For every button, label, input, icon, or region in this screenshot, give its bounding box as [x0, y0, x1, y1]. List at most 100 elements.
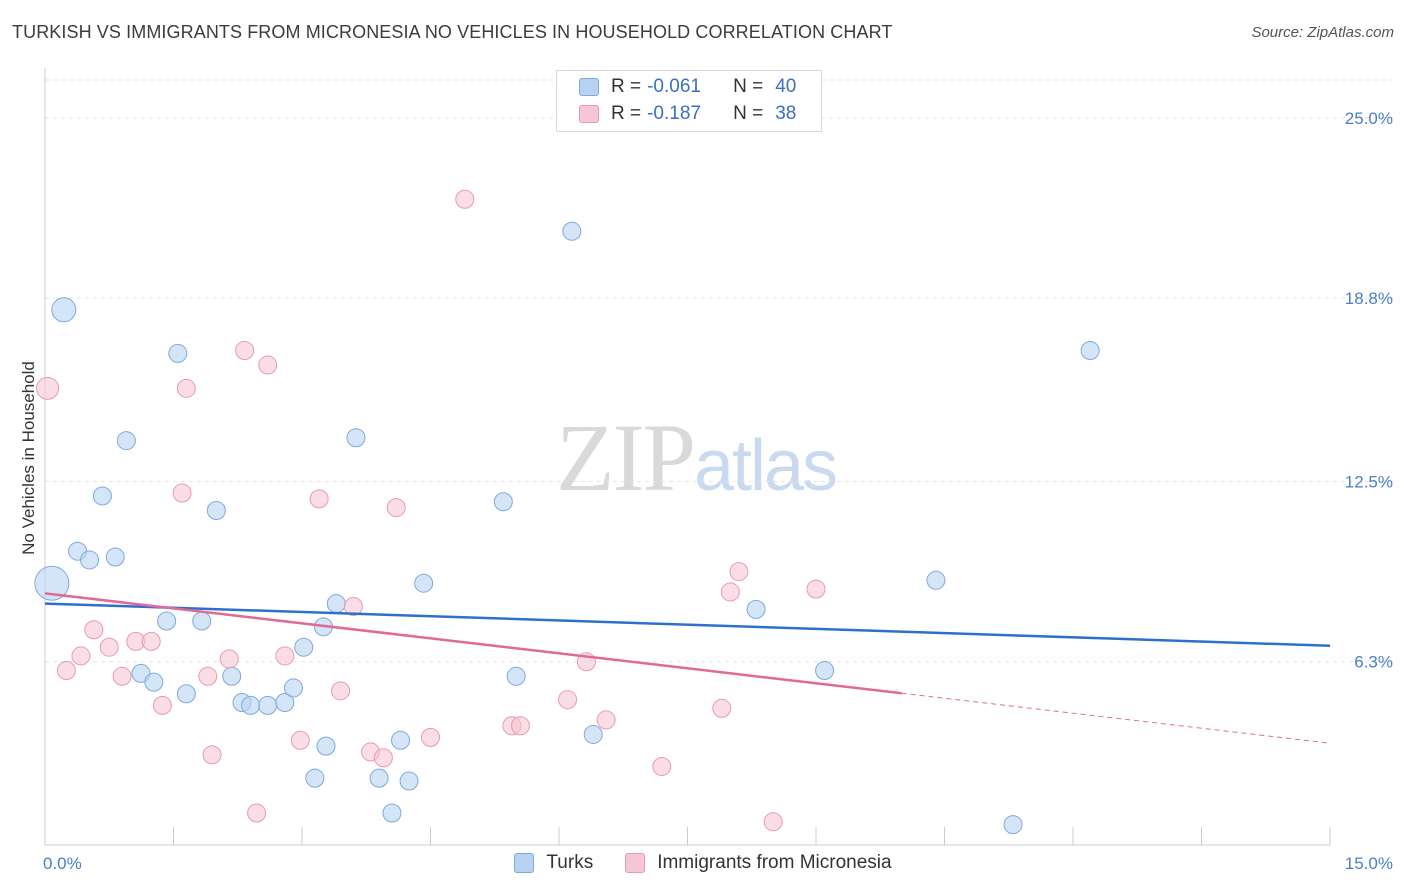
micronesia-point	[247, 803, 267, 823]
turks-point	[382, 803, 402, 823]
data-points	[34, 189, 1100, 835]
turks-point	[493, 492, 513, 512]
micronesia-point	[652, 756, 672, 776]
turks-trend-line	[44, 602, 1331, 648]
micronesia-point	[510, 716, 530, 736]
micronesia-point	[343, 596, 363, 616]
micronesia-point	[712, 698, 732, 718]
legend-n-label: N =	[733, 103, 764, 124]
legend-n-value-micronesia: 38	[775, 103, 797, 124]
turks-point	[241, 695, 261, 715]
source-label: Source: ZipAtlas.com	[1251, 24, 1394, 41]
turks-point	[562, 221, 582, 241]
legend-swatch-turks	[579, 78, 599, 96]
y-tick-label: 6.3%	[1354, 653, 1393, 672]
series-swatch-micronesia	[625, 853, 646, 873]
legend-n-label: N =	[733, 76, 764, 97]
micronesia-point	[112, 666, 132, 686]
x-tick-label: 15.0%	[1345, 854, 1393, 873]
grid-lines	[45, 79, 1394, 663]
micronesia-point	[36, 376, 60, 400]
turks-point	[316, 736, 336, 756]
turks-point	[116, 431, 136, 451]
turks-point	[157, 611, 177, 631]
micronesia-point	[258, 355, 278, 375]
tick-labels: 6.3% 12.5% 18.8% 25.0% 0.0% 15.0%	[43, 109, 1393, 873]
turks-point	[294, 637, 314, 657]
series-label-micronesia: Immigrants from Micronesia	[657, 852, 892, 873]
micronesia-point	[763, 812, 783, 832]
turks-point	[80, 550, 100, 570]
series-legend: Turks Immigrants from Micronesia	[0, 852, 1406, 874]
turks-point	[176, 684, 196, 704]
turks-point	[391, 730, 411, 750]
axes	[44, 68, 1331, 846]
micronesia-point	[141, 631, 161, 651]
turks-point	[222, 666, 242, 686]
micronesia-point	[202, 745, 222, 765]
x-tick-label: 0.0%	[43, 854, 82, 873]
series-legend-micronesia: Immigrants from Micronesia	[625, 852, 892, 874]
micronesia-point	[558, 690, 578, 710]
micronesia-point	[331, 681, 351, 701]
micronesia-point	[152, 695, 172, 715]
turks-point	[1080, 341, 1100, 361]
micronesia-point	[219, 649, 239, 669]
turks-point	[105, 547, 125, 567]
micronesia-point	[275, 646, 295, 666]
turks-point	[746, 599, 766, 619]
micronesia-point	[421, 727, 440, 747]
micronesia-trend-line	[44, 592, 902, 695]
turks-point	[506, 666, 526, 686]
micronesia-point	[309, 489, 329, 509]
turks-point	[414, 573, 434, 593]
legend-row-micronesia: R = -0.187 N = 38	[579, 102, 796, 126]
legend-r-value-turks: -0.061	[647, 76, 701, 97]
micronesia-point	[373, 748, 393, 768]
legend-row-turks: R = -0.061 N = 40	[579, 75, 796, 99]
legend-r-label: R =	[611, 103, 642, 124]
micronesia-point	[84, 620, 104, 640]
series-label-turks: Turks	[546, 852, 594, 873]
y-axis-label: No Vehicles in Household	[19, 361, 38, 555]
correlation-legend: R = -0.061 N = 40 R = -0.187 N = 38	[556, 70, 822, 132]
turks-point	[34, 565, 70, 601]
watermark-zip: ZIP	[556, 404, 696, 511]
micronesia-point	[455, 189, 475, 209]
micronesia-point	[290, 730, 310, 750]
micronesia-point	[71, 646, 91, 666]
turks-point	[144, 672, 164, 692]
y-tick-label: 25.0%	[1345, 109, 1393, 128]
y-tick-label: 18.8%	[1345, 289, 1393, 308]
legend-r-label: R =	[611, 76, 642, 97]
turks-point	[326, 594, 346, 614]
turks-point	[92, 486, 112, 506]
turks-point	[346, 428, 366, 448]
watermark: ZIPatlas	[556, 402, 838, 513]
turks-point	[168, 343, 188, 363]
turks-point	[275, 692, 295, 712]
micronesia-point	[806, 579, 826, 599]
turks-point	[1003, 815, 1023, 835]
turks-point	[305, 768, 325, 788]
micronesia-trend-extension	[901, 692, 1331, 744]
micronesia-point	[99, 637, 119, 657]
micronesia-point	[56, 660, 76, 680]
watermark-atlas: atlas	[694, 426, 838, 506]
micronesia-point	[596, 710, 616, 730]
turks-point	[399, 771, 419, 791]
micronesia-point	[176, 378, 196, 398]
legend-r-value-micronesia: -0.187	[647, 103, 701, 124]
series-swatch-turks	[514, 853, 535, 873]
turks-point	[206, 500, 226, 520]
micronesia-point	[235, 341, 255, 361]
turks-point	[815, 660, 835, 680]
micronesia-point	[729, 562, 749, 582]
turks-point	[192, 611, 212, 631]
micronesia-point	[386, 498, 406, 518]
legend-n-value-turks: 40	[775, 76, 797, 97]
series-legend-turks: Turks	[514, 852, 593, 874]
turks-point	[369, 768, 389, 788]
micronesia-point	[172, 483, 192, 503]
